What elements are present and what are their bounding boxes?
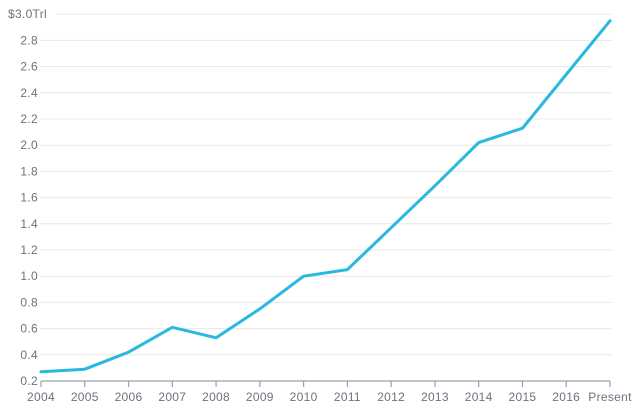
x-tick-label: 2013 [421, 390, 449, 404]
y-tick-label: 2.2 [20, 112, 38, 126]
y-tick-label: 0.6 [20, 322, 38, 336]
y-tick-label: 2.8 [20, 33, 38, 47]
x-tick-label: 2015 [509, 390, 537, 404]
y-tick-label: 1.8 [20, 164, 38, 178]
x-tick-label: 2012 [377, 390, 405, 404]
x-tick-label: 2007 [158, 390, 186, 404]
y-tick-label: 2.4 [20, 86, 38, 100]
x-tick-label: 2010 [290, 390, 318, 404]
y-axis-unit-label: $3.0Trl [8, 7, 47, 21]
y-tick-label: 1.2 [20, 243, 38, 257]
x-tick-label: 2008 [202, 390, 230, 404]
y-tick-label: 2.6 [20, 60, 38, 74]
data-line-series [39, 19, 612, 374]
x-tick-label: 2005 [71, 390, 99, 404]
y-tick-label: 1.6 [20, 191, 38, 205]
x-tick-label: 2006 [115, 390, 143, 404]
x-tick-label: 2011 [334, 390, 361, 404]
y-tick-label: 0.2 [20, 374, 38, 388]
x-tick-label: 2014 [465, 390, 493, 404]
y-tick-label: 2.0 [20, 138, 38, 152]
x-tick-label: 2009 [246, 390, 274, 404]
y-tick-label: 0.8 [20, 295, 38, 309]
y-tick-label: 0.4 [20, 348, 38, 362]
y-tick-label: 1.4 [20, 217, 38, 231]
x-tick-label: 2004 [27, 390, 55, 404]
y-tick-label: 1.0 [20, 269, 38, 283]
x-tick-label: 2016 [552, 390, 580, 404]
x-tick-label: Present [588, 390, 632, 404]
